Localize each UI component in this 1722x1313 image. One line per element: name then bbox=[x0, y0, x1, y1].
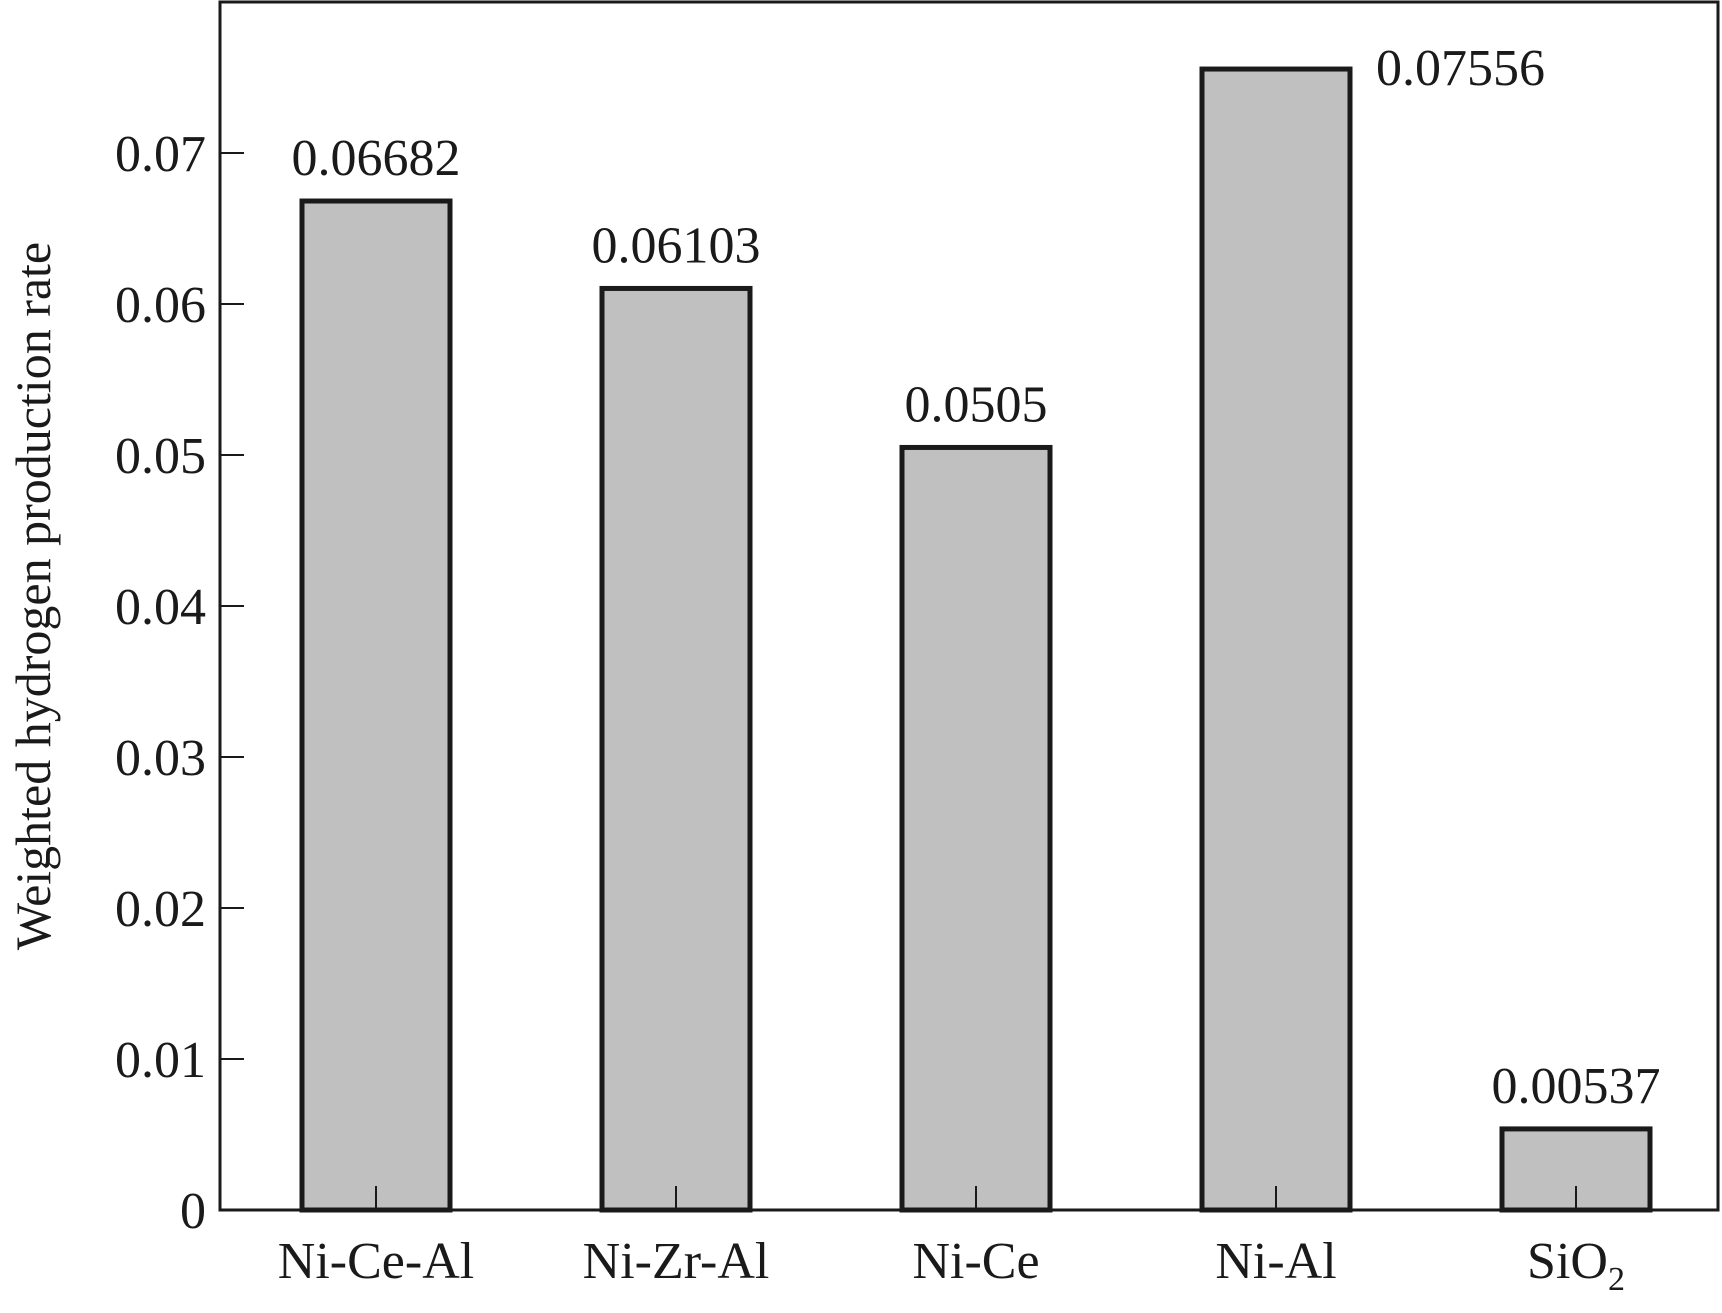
bar bbox=[1199, 66, 1353, 1213]
data-label: 0.07556 bbox=[1376, 40, 1545, 97]
x-axis-ticks bbox=[375, 1186, 1577, 1210]
data-label: 0.00537 bbox=[1492, 1058, 1661, 1115]
y-tick-label: 0.04 bbox=[115, 579, 206, 636]
y-tick-label: 0.05 bbox=[115, 428, 206, 485]
y-tick-label: 0.07 bbox=[115, 126, 206, 183]
y-tick-label: 0.02 bbox=[115, 881, 206, 938]
bar bbox=[599, 285, 753, 1213]
y-axis-ticks: 0 0.01 0.02 0.03 0.04 0.05 0.06 0.07 bbox=[115, 126, 244, 1240]
bar bbox=[299, 198, 453, 1213]
category-label: Ni-Ce-Al bbox=[278, 1233, 474, 1290]
bar bbox=[899, 444, 1053, 1213]
category-label: Ni-Zr-Al bbox=[583, 1233, 770, 1290]
data-label: 0.06103 bbox=[592, 217, 761, 274]
bars bbox=[299, 66, 1653, 1213]
category-label: Ni-Al bbox=[1215, 1233, 1336, 1290]
data-label: 0.0505 bbox=[905, 376, 1048, 433]
category-label: SiO2 bbox=[1527, 1233, 1625, 1298]
y-tick-label: 0.01 bbox=[115, 1032, 206, 1089]
y-tick-label: 0.03 bbox=[115, 730, 206, 787]
category-labels: Ni-Ce-Al Ni-Zr-Al Ni-Ce Ni-Al SiO2 bbox=[278, 1233, 1625, 1298]
y-tick-label: 0 bbox=[180, 1183, 206, 1240]
data-labels: 0.06682 0.06103 0.0505 0.07556 0.00537 bbox=[292, 40, 1661, 1115]
data-label: 0.06682 bbox=[292, 130, 461, 187]
category-label: Ni-Ce bbox=[912, 1233, 1039, 1290]
y-axis-title: Weighted hydrogen production rate bbox=[5, 242, 61, 950]
y-tick-label: 0.06 bbox=[115, 277, 206, 334]
